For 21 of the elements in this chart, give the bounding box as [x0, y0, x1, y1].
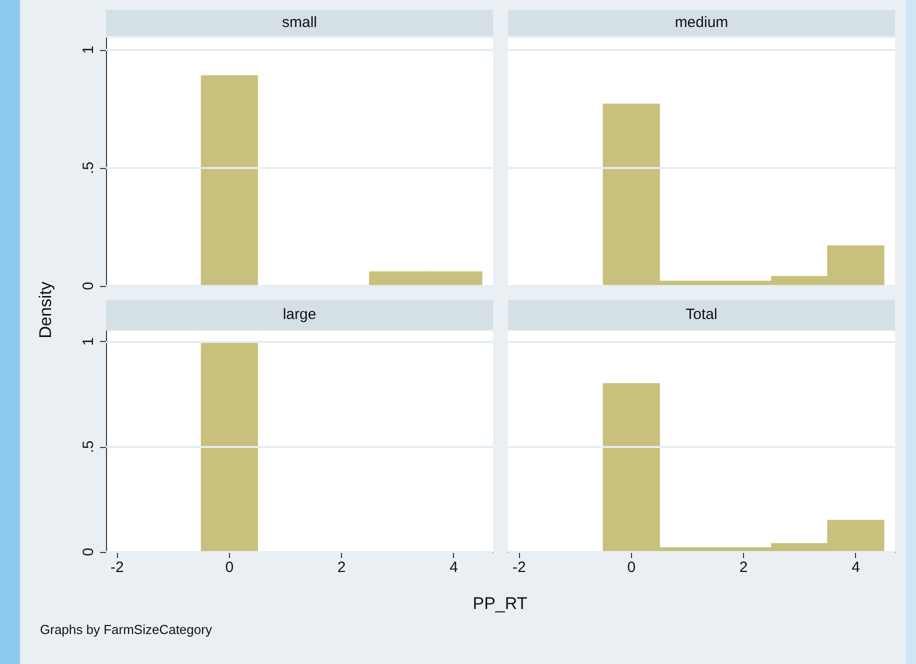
x-tick-label: -2 — [512, 559, 526, 576]
x-tick-label: 4 — [450, 559, 458, 576]
y-axis-title: Density — [36, 282, 56, 338]
x-tick-label: 2 — [337, 559, 346, 576]
x-tick-label: 4 — [852, 559, 860, 576]
chart-title: medium — [508, 10, 895, 36]
x-axis-title: PP_RT — [472, 594, 528, 614]
x-tick-label: 0 — [627, 559, 636, 576]
x-tick-label: 0 — [225, 559, 234, 576]
chart-title: Total — [508, 300, 895, 330]
x-tick-label: 2 — [739, 559, 748, 576]
y-tick-label: .5 — [80, 162, 97, 174]
y-tick-label: 1 — [80, 46, 97, 54]
y-tick-label: .5 — [80, 440, 97, 454]
y-tick-label: 1 — [80, 337, 97, 346]
y-tick-label: 0 — [80, 282, 97, 290]
chart-title: small — [106, 10, 493, 36]
y-tick-label: 0 — [80, 548, 97, 556]
x-tick-label: -2 — [110, 559, 124, 576]
text: Graphs by FarmSizeCategory — [40, 622, 212, 637]
chart-title: large — [106, 300, 493, 330]
